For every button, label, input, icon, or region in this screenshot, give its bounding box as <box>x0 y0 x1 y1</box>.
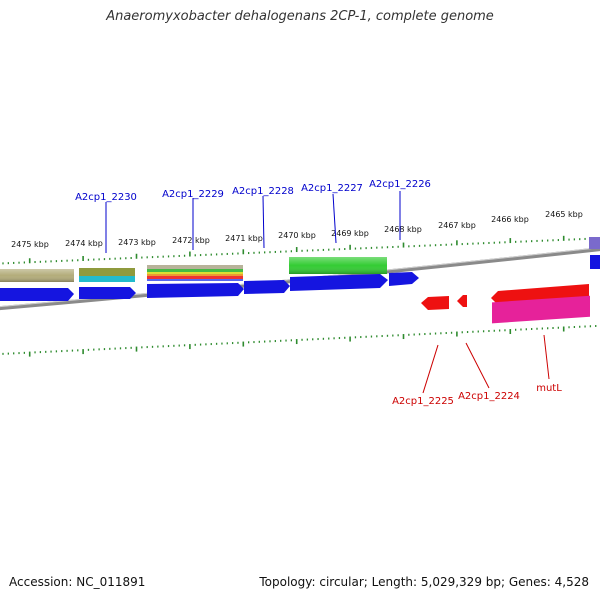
gene-label-a2cp1-2230: A2cp1_2230 <box>75 192 137 203</box>
summary-text: Topology: circular; Length: 5,029,329 bp… <box>259 575 589 589</box>
feature-stack-red <box>147 276 243 279</box>
feature-stack-gray <box>147 265 243 269</box>
reverse-cds-track <box>421 284 590 324</box>
scale-label: 2465 kbp <box>545 210 583 219</box>
scale-label: 2471 kbp <box>225 234 263 243</box>
cds-reverse-4 <box>492 295 590 324</box>
scale-label: 2474 kbp <box>65 239 103 248</box>
outer-ticks <box>2 235 597 265</box>
scale-label: 2470 kbp <box>278 231 316 240</box>
gene-label-mutl: mutL <box>536 383 562 394</box>
cds-reverse-2 <box>457 295 467 307</box>
feature-cyan-1 <box>79 276 135 282</box>
scale-label: 2473 kbp <box>118 238 156 247</box>
gene-label-a2cp1-2227: A2cp1_2227 <box>301 183 363 194</box>
cds-forward-6 <box>389 272 419 286</box>
gene-labels: A2cp1_2230 A2cp1_2229 A2cp1_2228 A2cp1_2… <box>75 179 562 407</box>
feature-track-upper <box>0 237 600 282</box>
leader-a2cp1-2225 <box>422 344 439 394</box>
scale-label: 2475 kbp <box>11 240 49 249</box>
gene-label-a2cp1-2229: A2cp1_2229 <box>162 189 224 200</box>
gene-label-a2cp1-2226: A2cp1_2226 <box>369 179 431 190</box>
scale-label: 2469 kbp <box>331 229 369 238</box>
label-leader-lines <box>105 191 550 394</box>
leader-mutl <box>543 334 550 380</box>
scale-labels: 2475 kbp 2474 kbp 2473 kbp 2472 kbp 2471 kbp… <box>11 210 583 249</box>
leader-a2cp1-2224 <box>465 342 490 389</box>
gene-label-a2cp1-2225: A2cp1_2225 <box>392 396 454 407</box>
map-title: Anaeromyxobacter dehalogenans 2CP-1, com… <box>106 9 494 24</box>
scale-label: 2466 kbp <box>491 215 529 224</box>
scale-label: 2468 kbp <box>384 225 422 234</box>
cds-forward-2 <box>79 287 136 299</box>
cds-forward-4 <box>244 280 290 294</box>
cds-reverse-1 <box>421 296 449 310</box>
feature-purple-1 <box>589 237 600 249</box>
inner-ticks <box>2 325 597 357</box>
leader-a2cp1-2228 <box>262 195 265 249</box>
feature-olive-2 <box>79 268 135 276</box>
cds-forward-1 <box>0 288 74 301</box>
leader-a2cp1-2227 <box>332 193 337 244</box>
feature-stack-yellow <box>147 272 243 274</box>
feature-stack-orange <box>147 274 243 276</box>
gene-label-a2cp1-2224: A2cp1_2224 <box>458 391 520 402</box>
cds-forward-3 <box>147 283 244 298</box>
accession-text: Accession: NC_011891 <box>9 575 146 589</box>
feature-stack-blue <box>147 279 243 281</box>
scale-label: 2467 kbp <box>438 221 476 230</box>
feature-stack-green <box>147 269 243 272</box>
scale-label: 2472 kbp <box>172 236 210 245</box>
cds-forward-5 <box>290 274 388 291</box>
cds-forward-7 <box>590 255 600 269</box>
forward-cds-track <box>0 255 600 301</box>
gene-label-a2cp1-2228: A2cp1_2228 <box>232 186 294 197</box>
